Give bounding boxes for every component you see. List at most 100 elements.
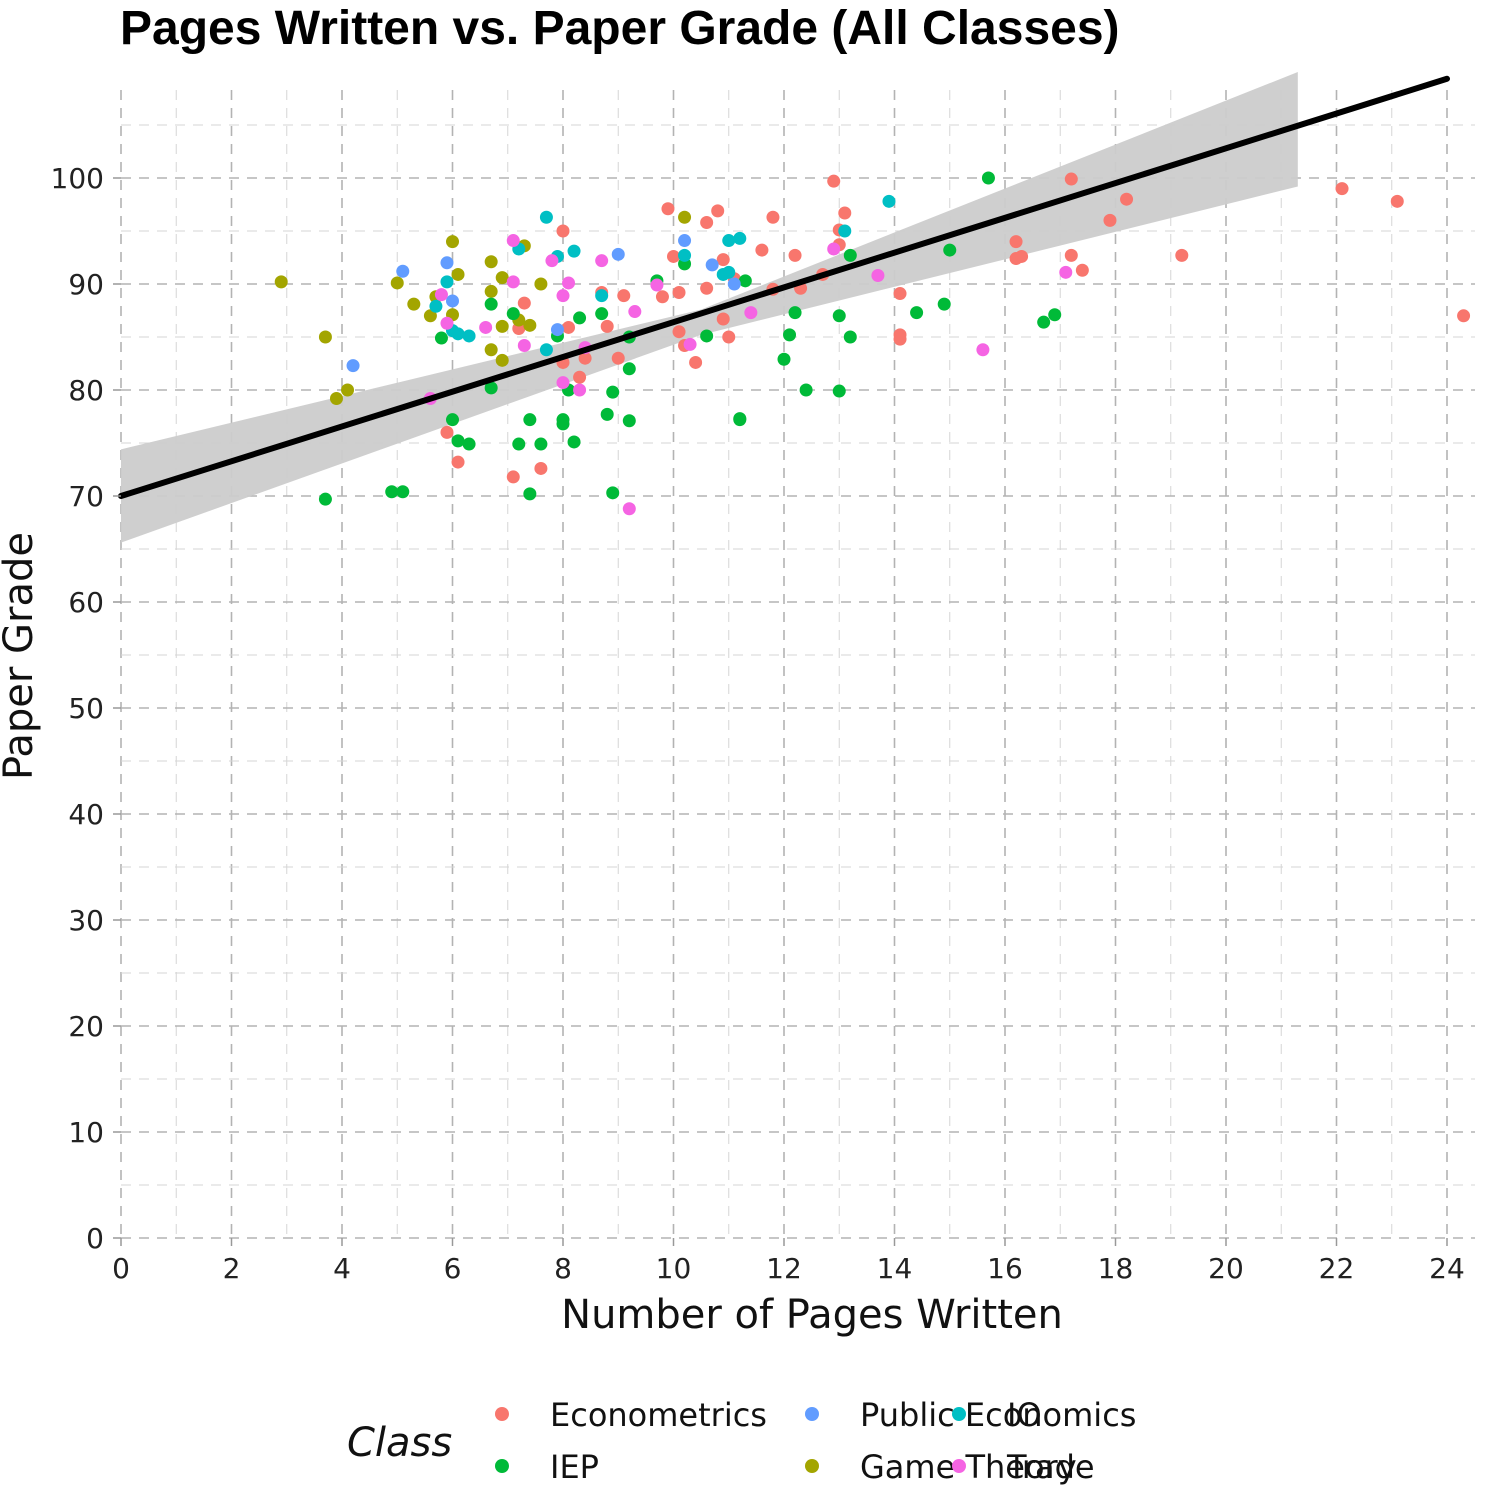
point-iep: [484, 381, 498, 395]
point-trade: [506, 234, 520, 248]
point-econometrics: [440, 425, 454, 439]
point-econometrics: [534, 461, 548, 475]
point-econometrics: [827, 174, 841, 188]
legend-key-econometrics: [495, 1407, 509, 1421]
point-iep: [937, 297, 951, 311]
point-trade: [556, 376, 570, 390]
point-iep: [783, 328, 797, 342]
point-game-theory: [318, 330, 332, 344]
point-game-theory: [495, 353, 509, 367]
point-public-economics: [440, 256, 454, 270]
point-io: [539, 343, 553, 357]
point-iep: [512, 437, 526, 451]
point-trade: [622, 502, 636, 516]
point-game-theory: [523, 318, 537, 332]
point-econometrics: [655, 290, 669, 304]
point-econometrics: [672, 285, 686, 299]
point-game-theory: [390, 276, 404, 290]
point-econometrics: [1175, 248, 1189, 262]
point-iep: [318, 492, 332, 506]
point-trade: [976, 343, 990, 357]
point-econometrics: [506, 470, 520, 484]
x-tick-label: 6: [444, 1252, 462, 1285]
legend-label-trade: Trade: [1006, 1448, 1095, 1486]
x-tick-label: 16: [987, 1252, 1023, 1285]
legend-label-econometrics: Econometrics: [550, 1396, 767, 1434]
y-tick-label: 90: [68, 268, 104, 301]
point-econometrics: [1457, 309, 1471, 323]
point-game-theory: [484, 255, 498, 269]
point-public-economics: [446, 294, 459, 308]
point-public-economics: [550, 323, 564, 337]
point-iep: [446, 413, 459, 427]
x-tick-label: 8: [554, 1252, 572, 1285]
y-tick-label: 40: [68, 798, 104, 831]
point-io: [838, 224, 852, 238]
trend-line: [118, 75, 1450, 499]
point-io: [882, 194, 896, 208]
point-game-theory: [678, 210, 692, 224]
point-iep: [567, 435, 581, 449]
point-iep: [462, 437, 476, 451]
point-io: [595, 289, 609, 303]
point-iep: [910, 306, 924, 320]
x-tick-label: 24: [1429, 1252, 1465, 1285]
point-public-economics: [727, 277, 741, 291]
point-iep: [523, 413, 537, 427]
point-public-economics: [678, 234, 692, 248]
point-econometrics: [1015, 249, 1029, 263]
point-econometrics: [672, 325, 686, 339]
point-iep: [556, 417, 570, 431]
point-trade: [556, 289, 570, 303]
legend-key-game-theory: [805, 1459, 819, 1473]
point-game-theory: [495, 319, 509, 333]
point-iep: [1048, 308, 1062, 322]
point-iep: [606, 486, 620, 500]
point-econometrics: [611, 351, 625, 365]
confidence-band: [121, 72, 1298, 543]
trend-line-layer: [118, 75, 1450, 499]
point-econometrics: [716, 253, 730, 267]
y-tick-label: 70: [68, 480, 104, 513]
point-iep: [396, 485, 410, 499]
point-iep: [981, 171, 995, 185]
point-econometrics: [1390, 194, 1404, 208]
point-econometrics: [838, 206, 852, 220]
point-iep: [733, 412, 747, 426]
point-iep: [943, 243, 957, 257]
point-econometrics: [1120, 192, 1134, 206]
point-econometrics: [755, 243, 769, 257]
y-tick-label: 10: [68, 1116, 104, 1149]
point-econometrics: [689, 355, 703, 369]
y-tick-label: 20: [68, 1010, 104, 1043]
point-trade: [628, 305, 642, 319]
y-tick-label: 60: [68, 586, 104, 619]
point-game-theory: [446, 235, 459, 249]
confidence-band-layer: [121, 72, 1298, 543]
legend-key-io: [952, 1407, 966, 1421]
point-io: [440, 275, 454, 289]
point-io: [722, 265, 736, 279]
point-iep: [700, 329, 714, 343]
x-tick-label: 10: [656, 1252, 692, 1285]
point-econometrics: [451, 455, 465, 469]
point-iep: [799, 383, 813, 397]
point-econometrics: [766, 210, 780, 224]
point-trade: [479, 320, 493, 334]
x-tick-label: 0: [112, 1252, 130, 1285]
point-game-theory: [495, 271, 509, 285]
point-econometrics: [1064, 172, 1078, 186]
point-public-economics: [396, 264, 410, 278]
y-tick-label: 0: [86, 1222, 104, 1255]
point-public-economics: [346, 359, 360, 373]
point-game-theory: [341, 383, 355, 397]
point-iep: [738, 274, 752, 288]
point-iep: [573, 311, 587, 325]
point-econometrics: [661, 202, 675, 216]
point-econometrics: [722, 330, 736, 344]
point-trade: [1059, 265, 1073, 279]
point-trade: [573, 383, 587, 397]
point-trade: [440, 316, 454, 330]
point-public-economics: [705, 258, 719, 272]
